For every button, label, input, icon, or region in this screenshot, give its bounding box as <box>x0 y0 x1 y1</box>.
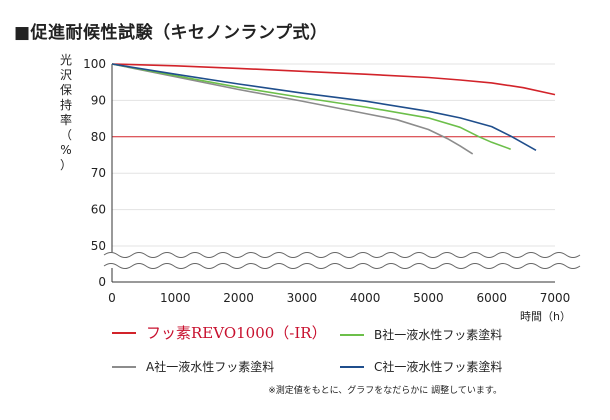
series-line-0 <box>111 63 556 96</box>
series-line-1 <box>111 63 474 155</box>
legend-swatch-revo <box>112 331 136 334</box>
x-tick-label: 4000 <box>350 291 381 305</box>
x-axis-label: 時間（h） <box>520 310 571 323</box>
x-tick-label: 1000 <box>160 291 191 305</box>
series-line-3 <box>111 63 537 151</box>
x-tick-label: 5000 <box>413 291 444 305</box>
x-tick-label: 7000 <box>540 291 571 305</box>
x-tick-label: 6000 <box>476 291 507 305</box>
x-tick-label: 3000 <box>287 291 318 305</box>
legend-label-revo: フッ素REVO1000（-IR） <box>146 324 327 342</box>
legend-label-b: B社一液水性フッ素塗料 <box>374 328 503 342</box>
footnote: ※測定値をもとに、グラフをなだらかに 調整しています。 <box>268 386 502 396</box>
x-tick-label: 0 <box>108 291 116 305</box>
y-tick-label: 100 <box>83 57 106 71</box>
legend-item-c: C社一液水性フッ素塗料 <box>340 358 502 375</box>
y-tick-label: 90 <box>91 93 106 107</box>
legend-item-a: A社一液水性フッ素塗料 <box>112 358 274 375</box>
legend-label-c: C社一液水性フッ素塗料 <box>374 360 503 374</box>
legend-swatch-a <box>112 365 136 368</box>
legend-item-b: B社一液水性フッ素塗料 <box>340 326 502 343</box>
y-axis-label: 光沢保持率（%） <box>60 53 72 172</box>
axis-break-wave <box>103 263 581 269</box>
y-tick-label: 0 <box>98 275 106 289</box>
legend-label-a: A社一液水性フッ素塗料 <box>146 360 275 374</box>
legend-swatch-b <box>340 333 364 336</box>
x-tick-label: 2000 <box>223 291 254 305</box>
series-line-2 <box>111 63 511 150</box>
y-tick-label: 50 <box>91 239 106 253</box>
chart-title: ■促進耐候性試験（キセノンランプ式） <box>14 23 328 43</box>
legend-swatch-c <box>340 365 364 368</box>
y-tick-label: 70 <box>91 166 106 180</box>
legend-item-revo: フッ素REVO1000（-IR） <box>112 322 327 343</box>
axis-break-wave <box>103 252 581 258</box>
y-tick-label: 80 <box>91 130 106 144</box>
y-tick-label: 60 <box>91 203 106 217</box>
